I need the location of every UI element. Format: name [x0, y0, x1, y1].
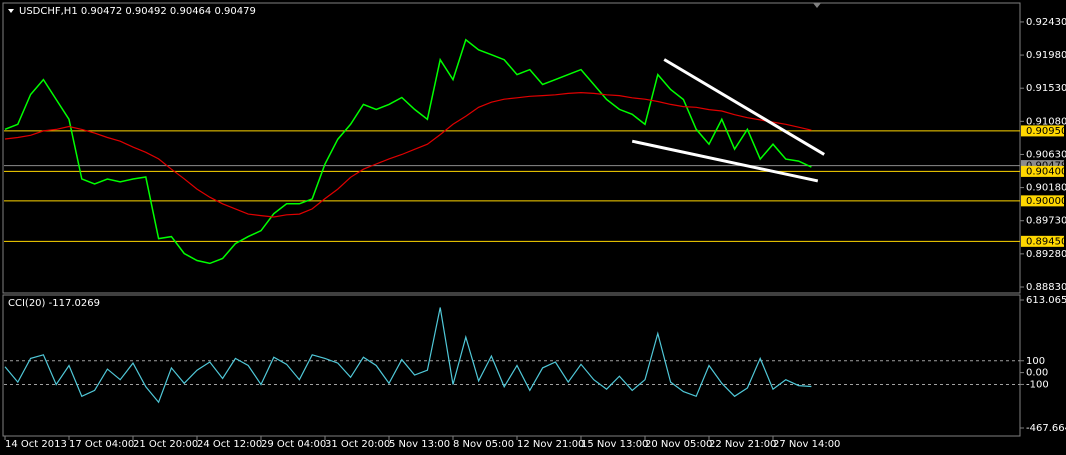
y-tick-label: 0.89730	[1026, 216, 1066, 227]
y-tick-label: 100	[1026, 356, 1045, 367]
y-tick-label: 613.0659	[1026, 295, 1066, 306]
y-tick-label: -467.6643	[1026, 423, 1066, 434]
x-tick-label: 15 Nov 13:00	[581, 439, 648, 450]
chart-title: USDCHF,H1 0.90472 0.90492 0.90464 0.9047…	[19, 6, 256, 17]
price-label: 0.89450	[1026, 236, 1066, 247]
trendline	[663, 58, 825, 156]
x-tick-label: 27 Nov 14:00	[773, 439, 840, 450]
indicator-title: CCI(20) -117.0269	[8, 298, 100, 309]
y-tick-label: 0.00	[1026, 368, 1048, 379]
price-label: 0.90000	[1026, 196, 1066, 207]
series-line	[4, 91, 812, 218]
y-tick-label: 0.90630	[1026, 149, 1066, 160]
y-tick-label: 0.88830	[1026, 282, 1066, 293]
y-tick-label: 0.90180	[1026, 183, 1066, 194]
trendline	[631, 139, 819, 183]
x-tick-label: 21 Oct 20:00	[133, 439, 198, 450]
x-tick-label: 24 Oct 12:00	[197, 439, 262, 450]
price-label-box	[1021, 195, 1064, 207]
x-tick-label: 17 Oct 04:00	[69, 439, 134, 450]
price-label-box	[1021, 160, 1064, 172]
x-tick-label: 8 Nov 05:00	[453, 439, 514, 450]
shift-marker	[813, 3, 821, 8]
price-label-box	[1021, 235, 1064, 247]
price-label-box	[1021, 165, 1064, 177]
series-line	[4, 38, 812, 265]
price-label: 0.90400	[1026, 166, 1066, 177]
price-label-box	[1021, 125, 1064, 137]
x-tick-label: 29 Oct 04:00	[261, 439, 326, 450]
cci-panel	[2, 294, 1021, 437]
y-tick-label: 0.91980	[1026, 50, 1066, 61]
x-tick-label: 31 Oct 20:00	[325, 439, 390, 450]
y-tick-label: 0.92430	[1026, 17, 1066, 28]
x-tick-label: 12 Nov 21:00	[517, 439, 584, 450]
y-tick-label: 0.89280	[1026, 249, 1066, 260]
price-panel	[2, 2, 1021, 294]
x-tick-label: 14 Oct 2013	[5, 439, 67, 450]
series-line	[4, 307, 812, 404]
x-tick-label: 5 Nov 13:00	[389, 439, 450, 450]
x-tick-label: 22 Nov 21:00	[709, 439, 776, 450]
y-tick-label: 0.91530	[1026, 83, 1066, 94]
price-label: 0.90950	[1026, 126, 1066, 137]
x-tick-label: 20 Nov 05:00	[645, 439, 712, 450]
y-tick-label: -100	[1026, 379, 1049, 390]
y-tick-label: 0.91080	[1026, 116, 1066, 127]
menu-arrow[interactable]	[8, 9, 14, 13]
